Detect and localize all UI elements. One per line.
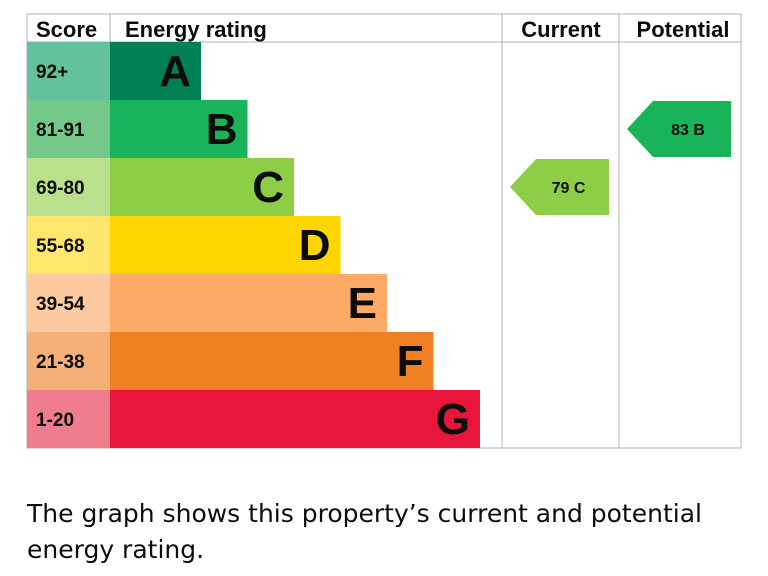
band-bar-f bbox=[110, 332, 434, 390]
score-label-e: 39-54 bbox=[36, 294, 85, 315]
rating-markers: 79 C 83 B bbox=[510, 101, 731, 215]
band-letter-c: C bbox=[252, 163, 284, 212]
band-bar-c bbox=[110, 158, 294, 216]
current-rating-arrow bbox=[510, 159, 609, 215]
potential-header: Potential bbox=[637, 17, 730, 42]
band-bar-g bbox=[110, 390, 480, 448]
score-cell-b bbox=[27, 100, 110, 158]
score-label-d: 55-68 bbox=[36, 236, 85, 257]
score-label-f: 21-38 bbox=[36, 352, 85, 373]
rating-bands: 92+ A 81-91 B 69-80 C 55-68 D 39-54 E 21-38 F 1-20 G bbox=[27, 42, 480, 448]
score-cell-d bbox=[27, 216, 110, 274]
column-headers: Score Energy rating Current Potential bbox=[36, 17, 729, 42]
score-label-a: 92+ bbox=[36, 62, 68, 83]
potential-rating-label: 83 B bbox=[671, 122, 705, 139]
score-cell-e bbox=[27, 274, 110, 332]
band-letter-d: D bbox=[299, 221, 331, 270]
score-cell-g bbox=[27, 390, 110, 448]
score-cell-a bbox=[27, 42, 110, 100]
score-cell-c bbox=[27, 158, 110, 216]
score-label-g: 1-20 bbox=[36, 410, 74, 431]
band-bar-d bbox=[110, 216, 341, 274]
band-letter-b: B bbox=[206, 105, 238, 154]
score-header: Score bbox=[36, 17, 97, 42]
band-letter-f: F bbox=[397, 337, 424, 386]
band-letter-g: G bbox=[436, 395, 470, 444]
potential-rating-arrow bbox=[627, 101, 731, 157]
band-bar-b bbox=[110, 100, 248, 158]
band-letter-a: A bbox=[159, 47, 191, 96]
band-bar-e bbox=[110, 274, 387, 332]
energy-rating-header: Energy rating bbox=[125, 17, 267, 42]
score-label-b: 81-91 bbox=[36, 120, 85, 141]
epc-chart: 92+ A81-91 B69-80 C55-68 D39-54 E21-38 F1-20 G … bbox=[26, 13, 742, 449]
score-cell-f bbox=[27, 332, 110, 390]
band-bar-a bbox=[110, 42, 201, 100]
score-label-c: 69-80 bbox=[36, 178, 85, 199]
chart-caption: The graph shows this property’s current … bbox=[27, 499, 702, 564]
current-header: Current bbox=[521, 17, 601, 42]
current-rating-label: 79 C bbox=[552, 180, 586, 197]
band-letter-e: E bbox=[348, 279, 377, 328]
